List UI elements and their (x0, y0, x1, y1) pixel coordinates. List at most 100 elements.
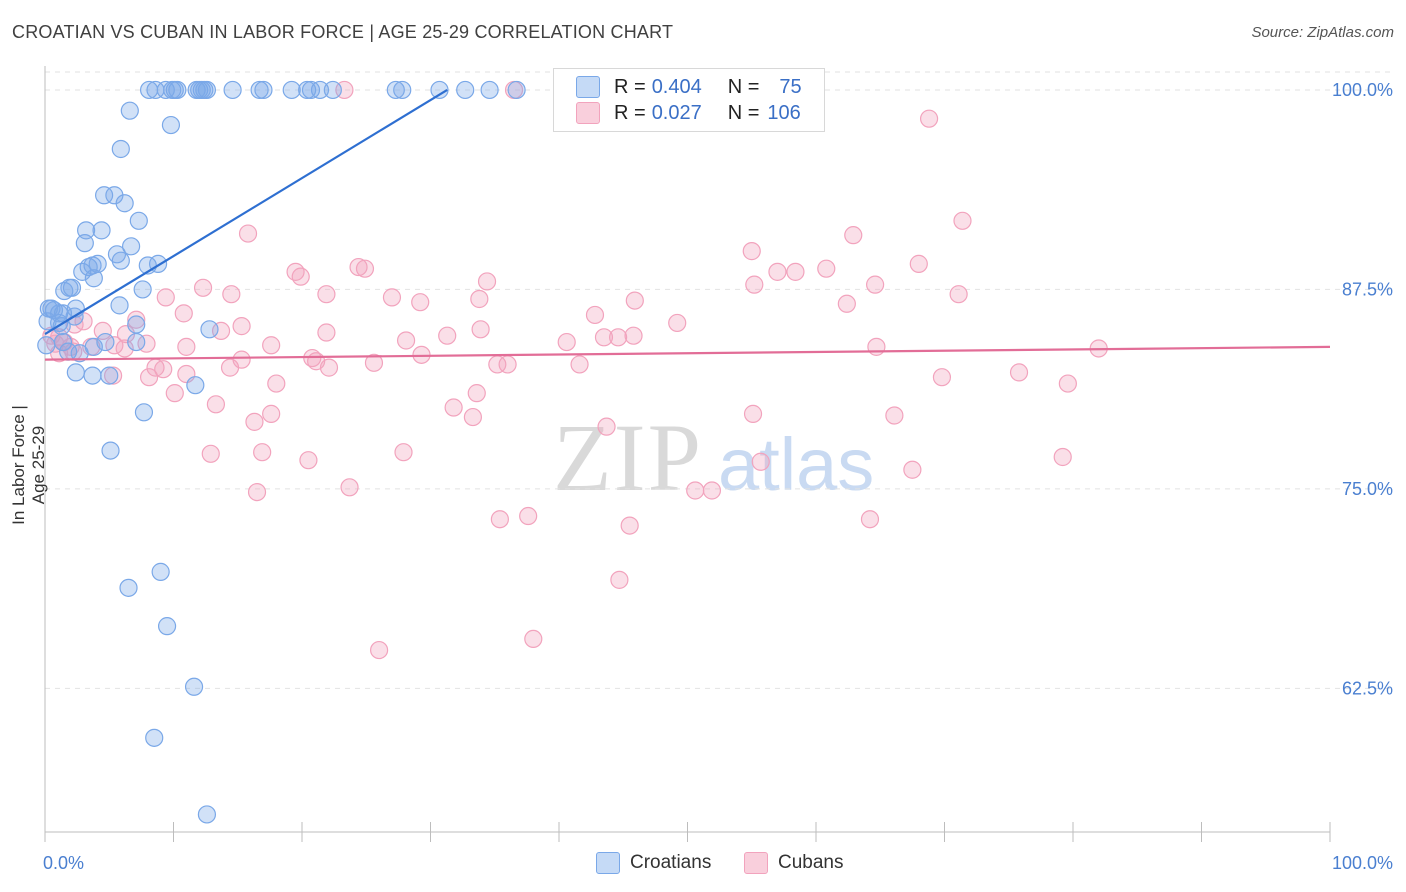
croatian-point (95, 186, 114, 205)
croatian-point (101, 441, 120, 460)
cuban-point (319, 358, 339, 377)
cuban-point (470, 289, 489, 309)
cuban-point (742, 242, 761, 261)
cuban-point (104, 366, 123, 385)
cuban-point (291, 267, 310, 286)
cuban-point (262, 404, 281, 423)
cuban-point (786, 262, 805, 281)
cuban-point (467, 384, 486, 403)
cuban-point (253, 443, 272, 462)
cuban-point (394, 443, 413, 462)
croatian-point (186, 376, 205, 395)
cuban-point (844, 226, 863, 245)
x-tick-label: 100.0% (1332, 853, 1393, 873)
cuban-point (438, 326, 457, 345)
r-value: 0.404 (651, 75, 702, 98)
croatian-point (200, 320, 219, 339)
cuban-point (193, 278, 213, 297)
croatian-point (282, 80, 301, 100)
cuban-point (165, 384, 184, 403)
cuban-point (557, 332, 576, 352)
croatian-point (507, 80, 526, 100)
cuban-point (177, 337, 196, 356)
croatian-point (96, 332, 115, 352)
croatian-point (84, 269, 103, 288)
croatian-point (254, 80, 273, 100)
croatian-point (100, 366, 119, 385)
cuban-point (220, 358, 240, 377)
cuban-point (885, 406, 904, 425)
cuban-point (262, 336, 281, 355)
r-value: 0.027 (651, 101, 702, 124)
legend-row-cubans: R = 0.027 N = 106 (576, 101, 801, 125)
cuban-point (127, 310, 146, 329)
cuban-point (702, 481, 722, 500)
n-value: 75 (779, 75, 802, 98)
n-label: N = (727, 101, 760, 124)
cuban-point (490, 510, 509, 529)
cuban-point (519, 506, 538, 526)
cuban-point (154, 360, 173, 379)
cuban-point (201, 444, 220, 463)
cuban-point (949, 285, 968, 304)
croatians-trend-line (44, 88, 448, 336)
croatian-point (134, 403, 154, 422)
cuban-point (932, 368, 952, 387)
croatian-point (157, 617, 177, 636)
croatian-point (127, 332, 146, 352)
legend-row-croatians: R = 0.404 N = 75 (576, 75, 802, 99)
croatians-legend-label: Croatians (630, 852, 712, 873)
cuban-point (206, 395, 226, 414)
croatian-point (197, 80, 217, 100)
cuban-point (686, 481, 705, 500)
croatian-point (197, 805, 217, 824)
croatian-point (310, 80, 330, 100)
croatian-point (73, 262, 92, 281)
croatian-point (393, 80, 412, 100)
cubans-swatch (576, 102, 600, 124)
cuban-point (624, 326, 643, 345)
cuban-point (463, 407, 483, 427)
trend-lines (44, 88, 1331, 361)
croatian-point (38, 312, 57, 331)
tick-labels: 62.5% 75.0% 87.5% 100.0% 0.0% 100.0% (43, 80, 1393, 873)
chart-title: CROATIAN VS CUBAN IN LABOR FORCE | AGE 2… (12, 22, 674, 42)
cuban-point (139, 368, 159, 387)
x-tick-label: 0.0% (43, 853, 84, 873)
legend-item-croatians[interactable]: Croatians (596, 852, 711, 874)
cuban-point (919, 109, 939, 128)
cuban-point (93, 321, 112, 341)
cuban-point (610, 570, 629, 589)
cuban-point (609, 328, 628, 347)
croatians-swatch (576, 76, 600, 98)
cuban-point (156, 288, 175, 307)
cuban-point (232, 317, 251, 336)
cuban-points (42, 80, 1108, 660)
cuban-point (370, 640, 389, 660)
croatian-point (88, 254, 107, 273)
watermark-zip: ZIP (553, 404, 703, 511)
cuban-point (115, 339, 134, 358)
cuban-point (768, 262, 787, 281)
croatian-point (151, 562, 170, 581)
croatian-point (83, 366, 102, 385)
croatian-point (250, 80, 269, 100)
legend-item-cubans[interactable]: Cubans (744, 852, 844, 874)
cuban-point (411, 293, 430, 312)
gridlines (45, 71, 1393, 689)
source-label: Source: ZipAtlas.com (1251, 24, 1394, 41)
cuban-point (299, 451, 318, 470)
cuban-point (867, 337, 886, 356)
cuban-point (317, 323, 336, 342)
cuban-point (866, 275, 885, 294)
cuban-point (498, 355, 517, 374)
cuban-point (355, 259, 375, 278)
croatian-point (75, 234, 94, 253)
y-tick-label: 62.5% (1342, 678, 1393, 698)
cuban-point (837, 294, 856, 313)
croatian-point (59, 342, 78, 361)
r-label: R = (614, 101, 646, 124)
cuban-point (594, 328, 614, 347)
croatian-point (456, 80, 475, 100)
